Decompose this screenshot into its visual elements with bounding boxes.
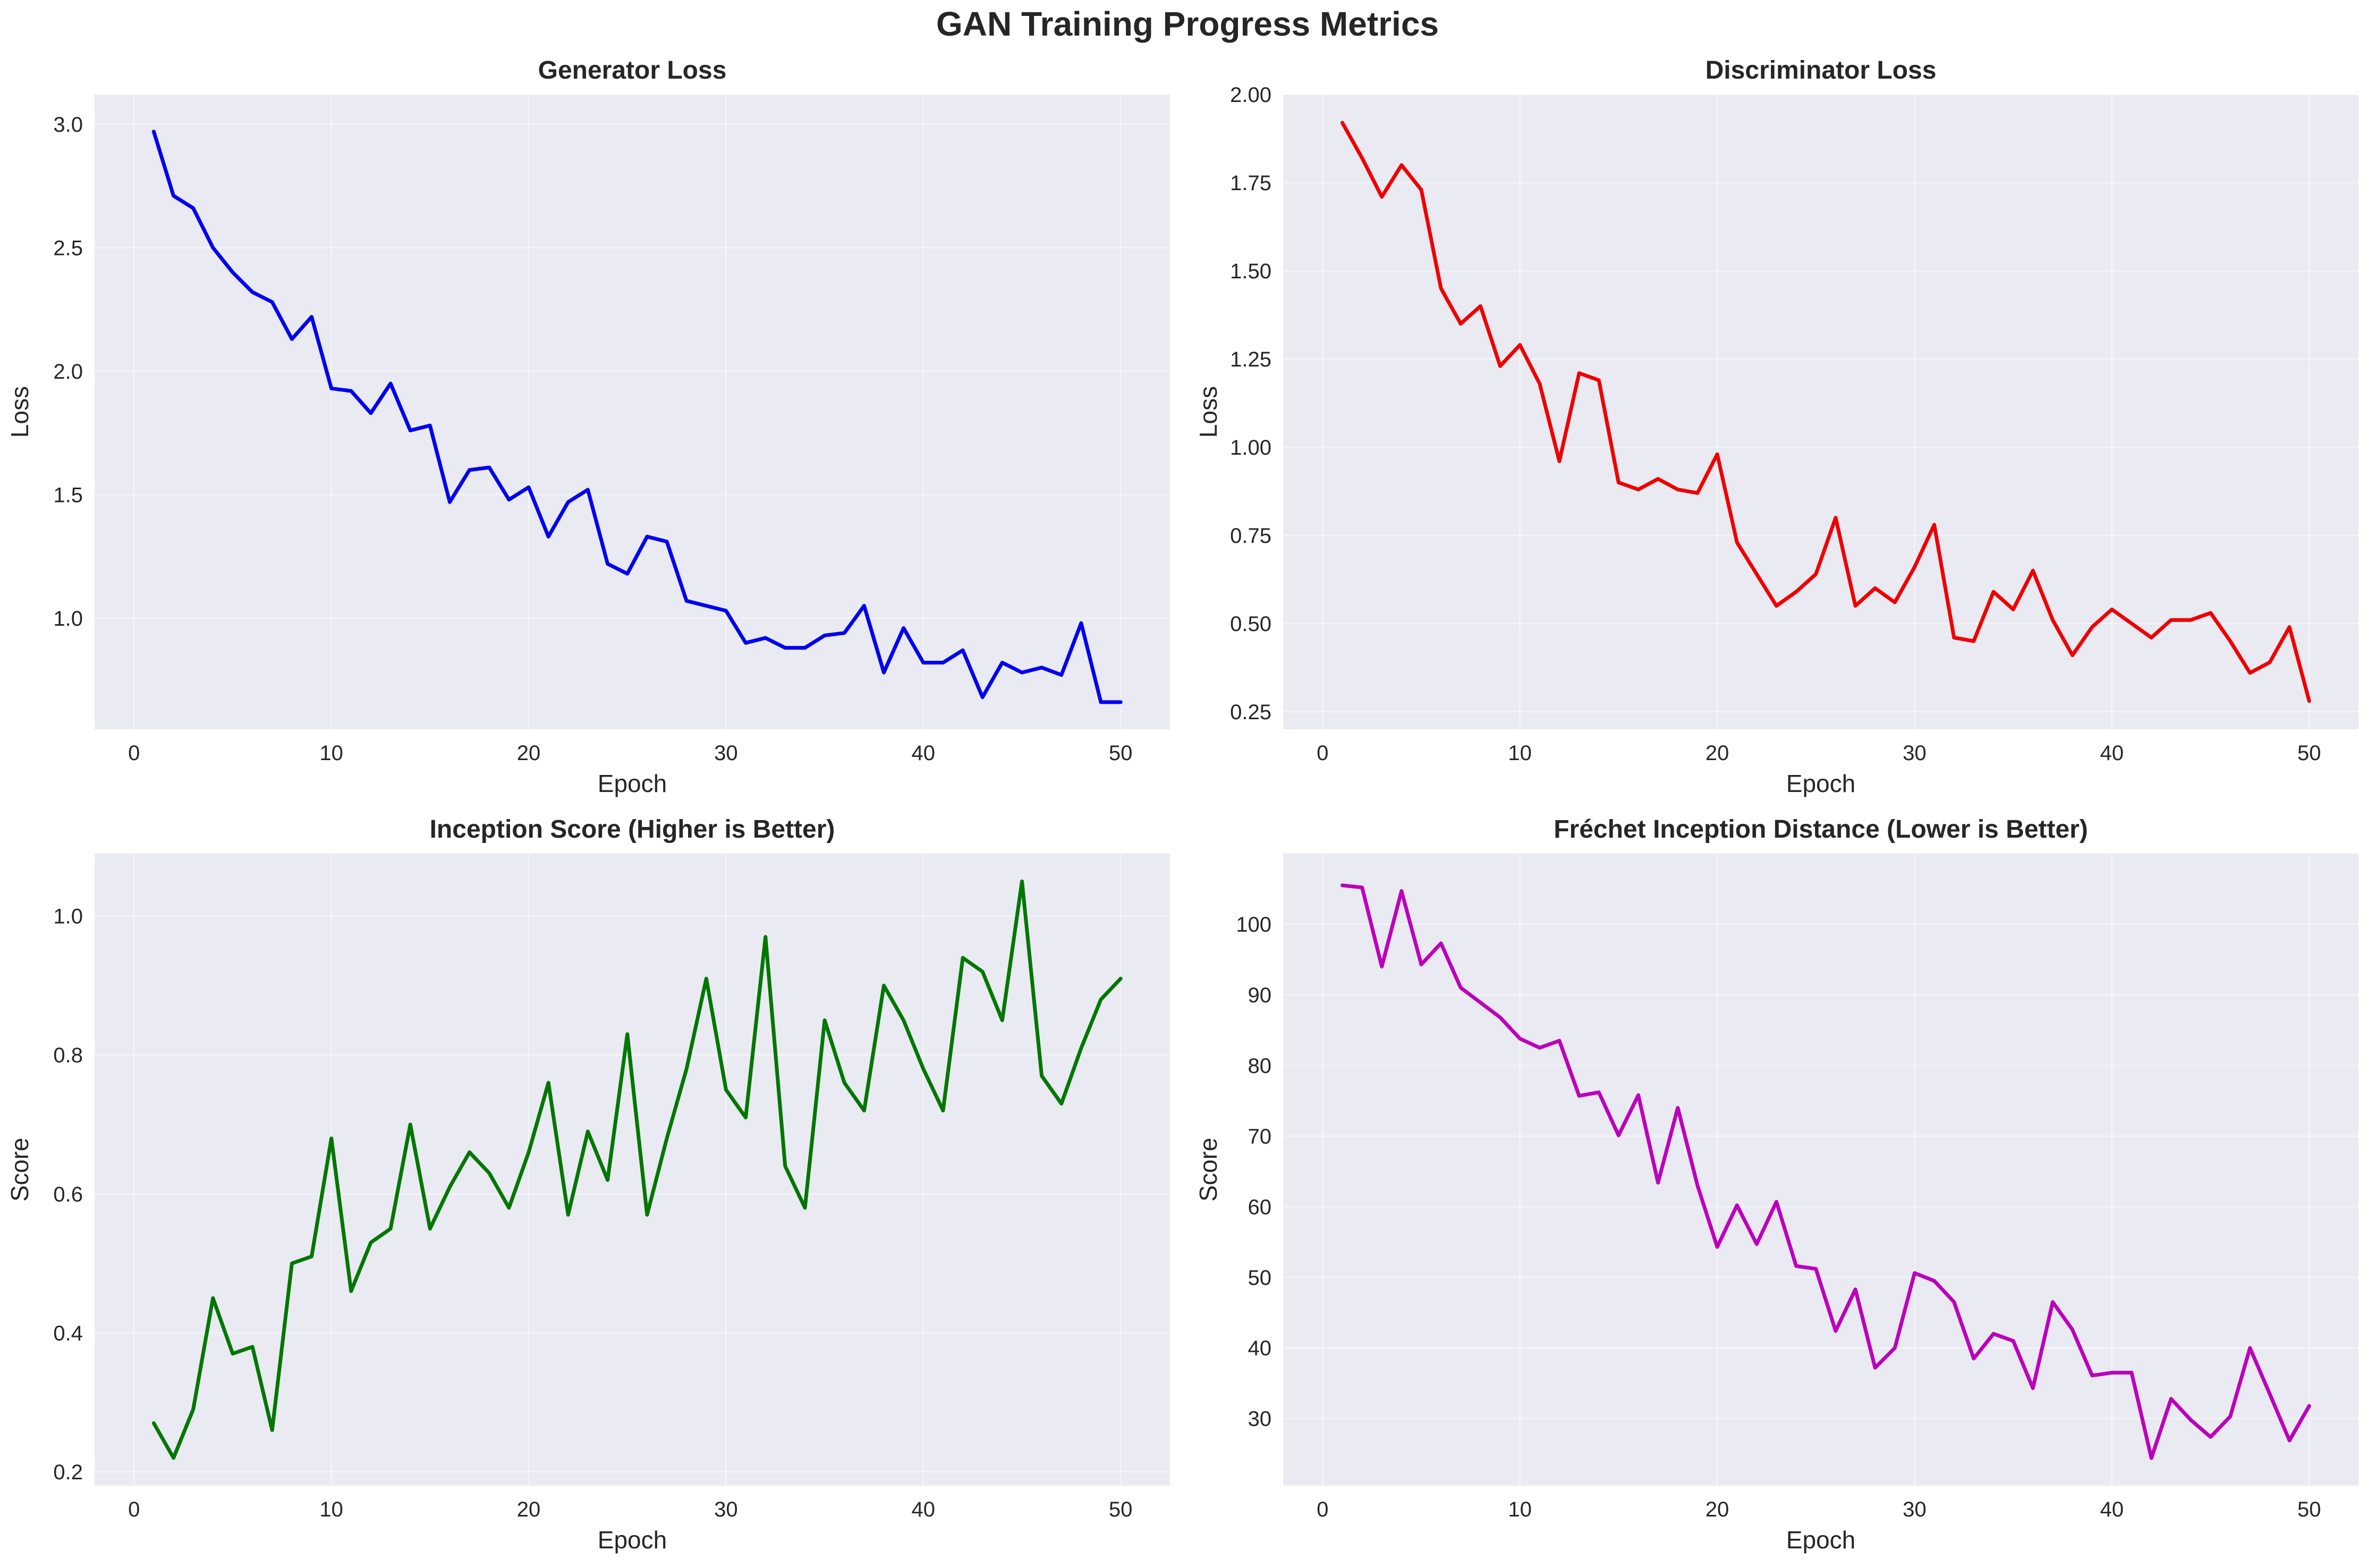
y-tick-label: 1.0: [53, 607, 83, 630]
panel-title: Generator Loss: [538, 56, 727, 84]
x-tick-label: 50: [2297, 1498, 2321, 1521]
y-tick-label: 0.75: [1230, 524, 1271, 548]
plot-area: [1283, 95, 2359, 729]
x-tick-label: 50: [1109, 1498, 1133, 1521]
x-tick-label: 0: [1317, 742, 1328, 765]
x-tick-label: 20: [1706, 1498, 1729, 1521]
fid-panel: 30 40 50 60 70 80 90 100 0 10 20 30 40 50 Fréchet Ince…: [1194, 815, 2359, 1554]
y-tick-label: 2.0: [53, 360, 83, 384]
y-tick-label: 90: [1248, 984, 1272, 1007]
plot-area: [95, 95, 1170, 729]
y-tick-label: 0.2: [53, 1461, 83, 1484]
x-tick-label: 20: [517, 1498, 541, 1521]
x-tick-label: 30: [714, 742, 738, 765]
x-tick-label: 0: [128, 742, 140, 765]
y-tick-label: 0.8: [53, 1044, 83, 1067]
panel-title: Fréchet Inception Distance (Lower is Bet…: [1554, 815, 2088, 843]
generator-loss-panel: 1.0 1.5 2.0 2.5 3.0 0 10 20 30 40 50 Generator Loss…: [6, 56, 1170, 797]
y-tick-label: 80: [1248, 1054, 1272, 1078]
x-axis-label: Epoch: [598, 770, 667, 797]
y-tick-label: 1.00: [1230, 436, 1271, 459]
y-axis-label: Score: [1194, 1138, 1222, 1201]
x-tick-label: 10: [1508, 1498, 1532, 1521]
y-tick-label: 2.00: [1230, 83, 1271, 107]
x-tick-label: 30: [1903, 742, 1927, 765]
y-axis-label: Score: [6, 1138, 33, 1201]
x-tick-label: 10: [1508, 742, 1532, 765]
y-tick-label: 0.25: [1230, 701, 1271, 724]
x-tick-label: 20: [1706, 742, 1729, 765]
y-tick-label: 1.0: [53, 905, 83, 928]
x-tick-label: 40: [2100, 1498, 2124, 1521]
inception-score-panel: 0.2 0.4 0.6 0.8 1.0 0 10 20 30 40 50 Inception Scor…: [6, 815, 1170, 1554]
y-axis-label: Loss: [1194, 386, 1222, 438]
x-tick-label: 40: [912, 1498, 936, 1521]
plot-area: [1283, 854, 2359, 1486]
y-tick-label: 1.5: [53, 483, 83, 507]
x-axis-label: Epoch: [598, 1526, 667, 1554]
x-tick-label: 10: [319, 1498, 343, 1521]
y-tick-label: 2.5: [53, 236, 83, 260]
y-tick-label: 0.4: [53, 1322, 83, 1345]
panel-title: Inception Score (Higher is Better): [430, 815, 835, 843]
x-tick-label: 0: [128, 1498, 140, 1521]
y-tick-label: 1.75: [1230, 172, 1271, 195]
x-axis-label: Epoch: [1786, 770, 1855, 797]
y-tick-label: 70: [1248, 1125, 1272, 1148]
y-tick-label: 0.6: [53, 1183, 83, 1206]
x-tick-label: 0: [1317, 1498, 1328, 1521]
series-line: [1340, 883, 2311, 1460]
panel-title: Discriminator Loss: [1706, 56, 1937, 84]
series-line: [151, 130, 1123, 704]
series-line: [1340, 121, 2311, 703]
x-tick-label: 20: [517, 742, 541, 765]
y-tick-label: 60: [1248, 1196, 1272, 1219]
x-tick-label: 40: [912, 742, 936, 765]
x-tick-label: 30: [714, 1498, 738, 1521]
y-tick-label: 1.50: [1230, 260, 1271, 283]
y-tick-label: 30: [1248, 1408, 1272, 1431]
y-tick-label: 0.50: [1230, 612, 1271, 636]
y-tick-label: 3.0: [53, 113, 83, 137]
figure-title: GAN Training Progress Metrics: [936, 5, 1439, 43]
y-tick-label: 1.25: [1230, 348, 1271, 371]
x-axis-label: Epoch: [1786, 1526, 1855, 1554]
x-tick-label: 30: [1903, 1498, 1927, 1521]
plot-area: [95, 854, 1170, 1486]
y-axis-label: Loss: [6, 386, 33, 438]
y-tick-label: 100: [1236, 913, 1271, 936]
y-tick-label: 50: [1248, 1266, 1272, 1290]
discriminator-loss-panel: 0.25 0.50 0.75 1.00 1.25 1.50 1.75 2.00 0 10 20 30 4…: [1194, 56, 2359, 797]
x-tick-label: 50: [2297, 742, 2321, 765]
x-tick-label: 50: [1109, 742, 1133, 765]
y-tick-label: 40: [1248, 1337, 1272, 1360]
series-line: [151, 879, 1123, 1460]
x-tick-label: 40: [2100, 742, 2124, 765]
x-tick-label: 10: [319, 742, 343, 765]
